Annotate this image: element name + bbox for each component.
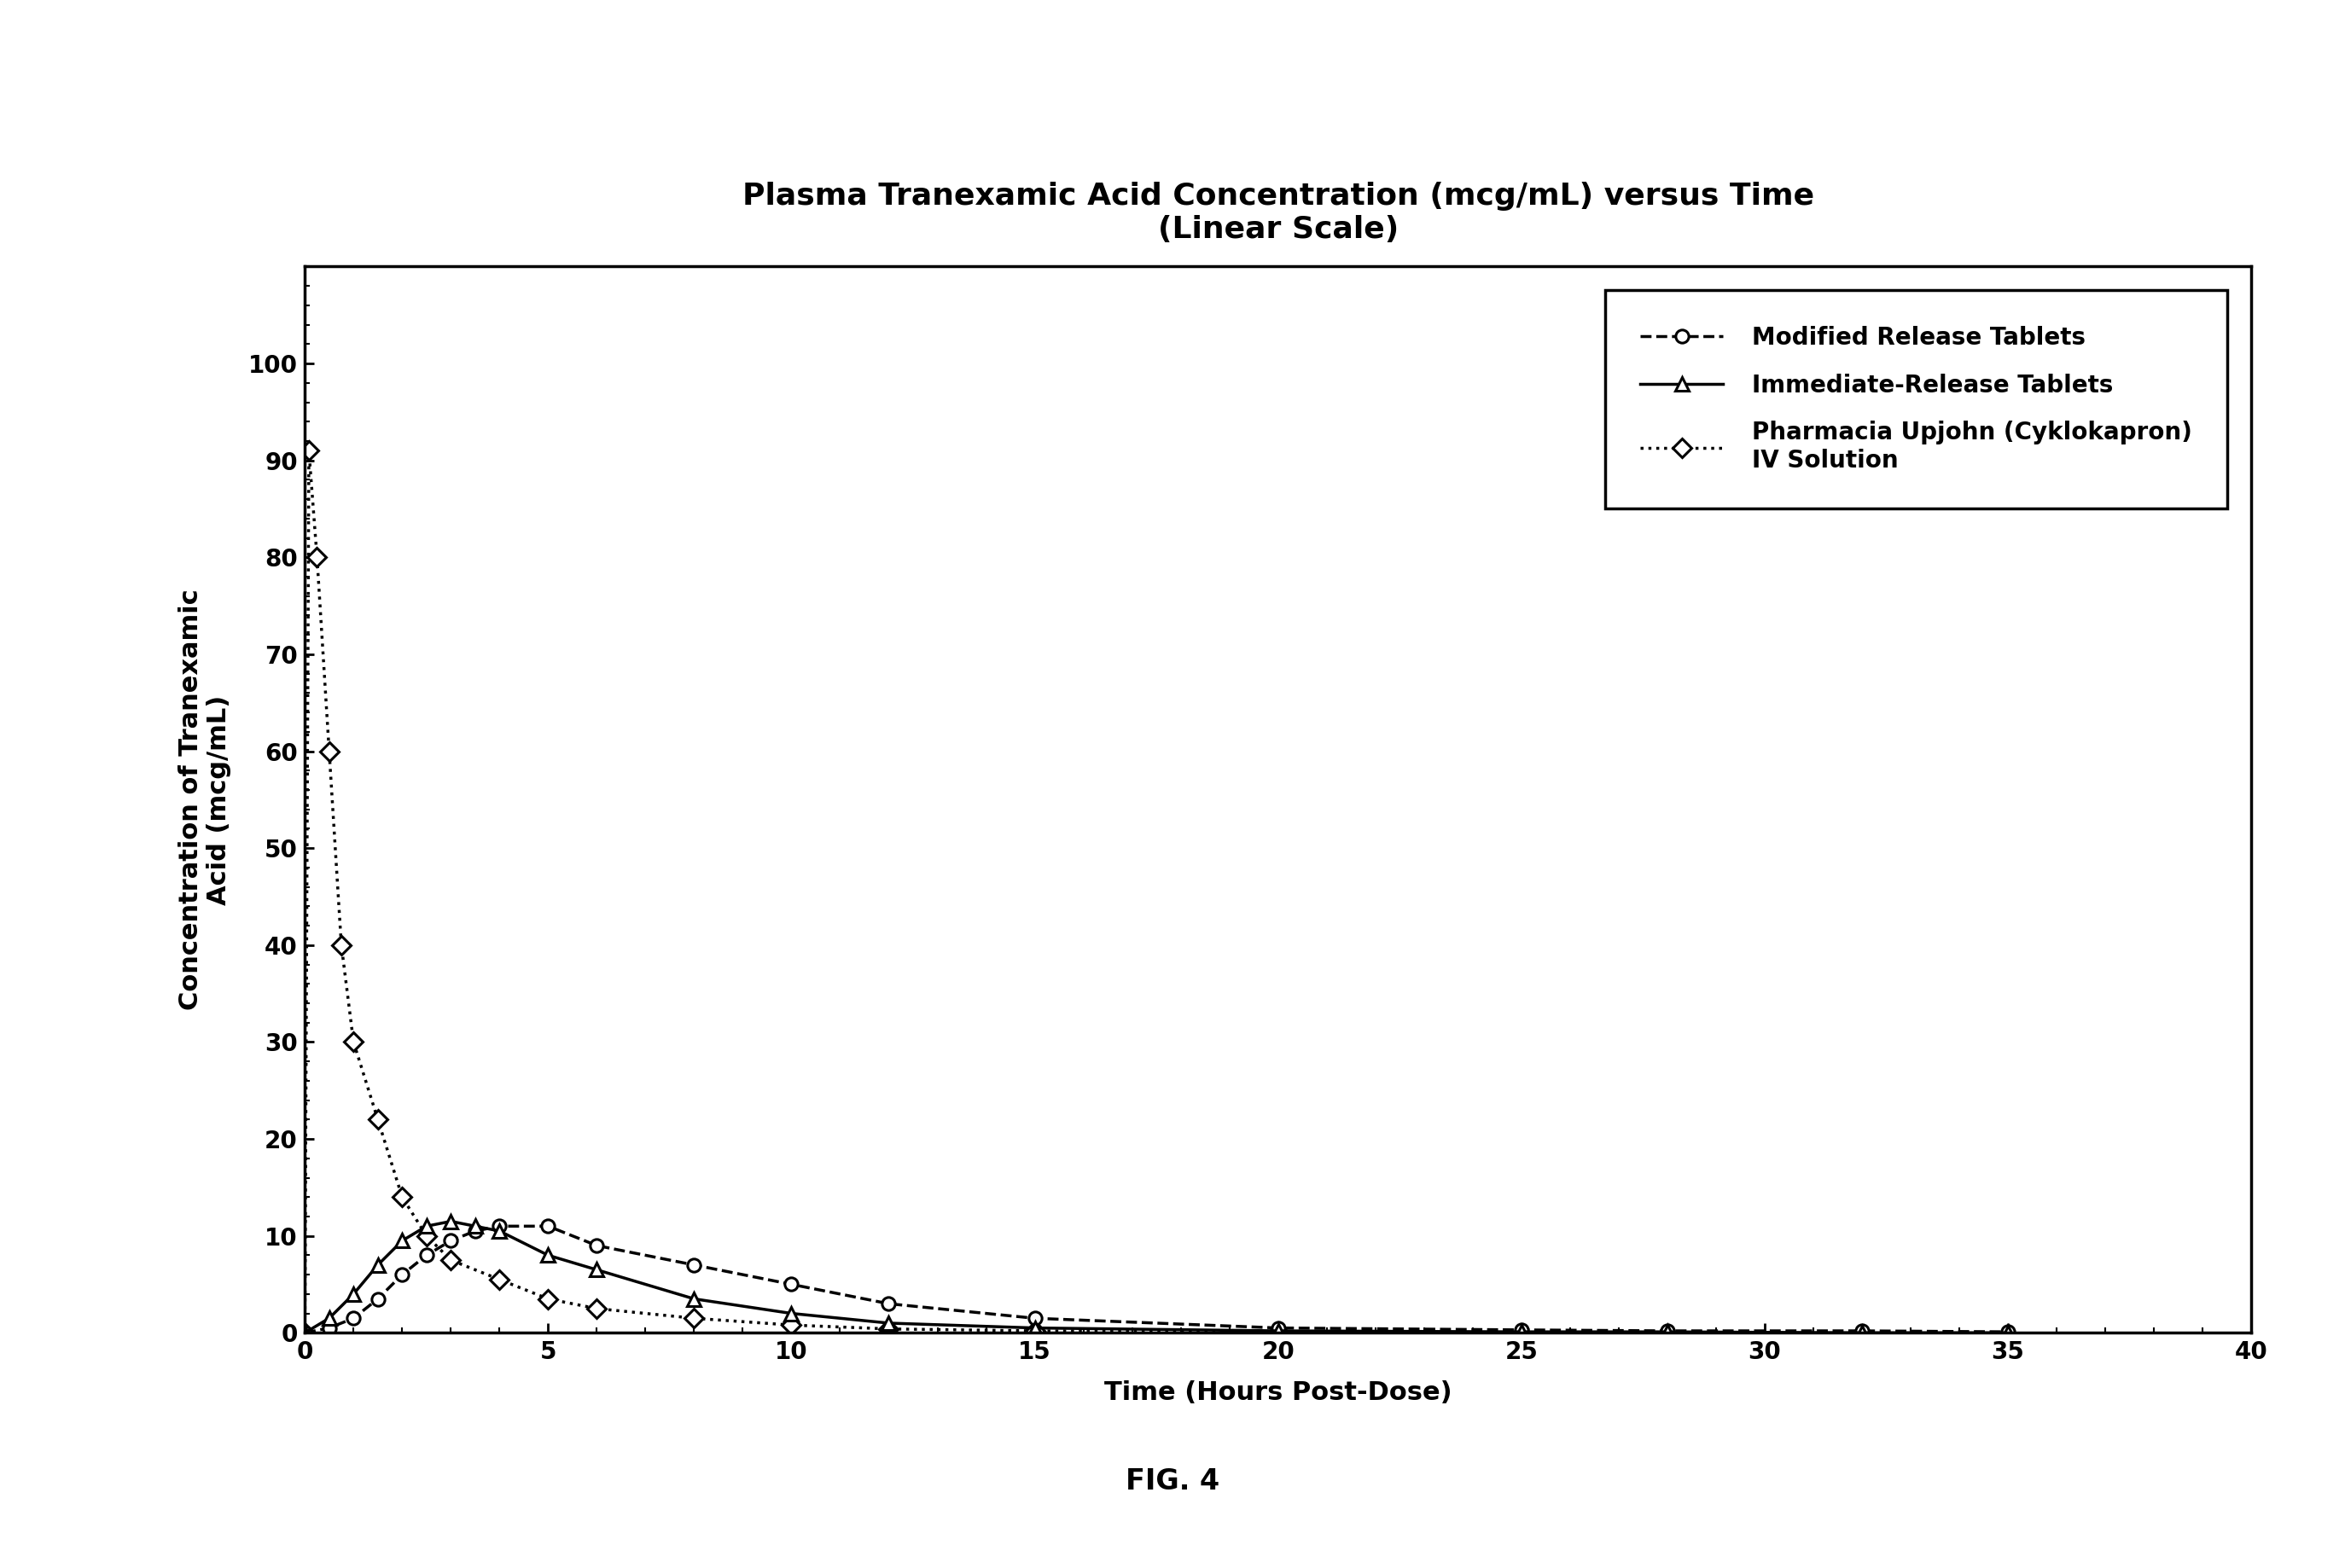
Immediate-Release Tablets [1653,1322,1681,1341]
Pharmacia Upjohn (Cyklokapron)
IV Solution [328,936,356,955]
Pharmacia Upjohn (Cyklokapron)
IV Solution [303,547,331,566]
Pharmacia Upjohn (Cyklokapron)
IV Solution [680,1309,708,1328]
Pharmacia Upjohn (Cyklokapron)
IV Solution [779,1316,807,1334]
Pharmacia Upjohn (Cyklokapron)
IV Solution [485,1270,514,1289]
Immediate-Release Tablets [535,1247,563,1265]
Pharmacia Upjohn (Cyklokapron)
IV Solution [875,1320,903,1339]
Legend: Modified Release Tablets, Immediate-Release Tablets, Pharmacia Upjohn (Cyklokapr: Modified Release Tablets, Immediate-Rele… [1604,290,2228,508]
Immediate-Release Tablets [1993,1323,2021,1342]
Modified Release Tablets [291,1323,319,1342]
Immediate-Release Tablets [363,1256,392,1275]
Line: Immediate-Release Tablets: Immediate-Release Tablets [298,1215,2014,1339]
Modified Release Tablets [314,1319,342,1338]
Pharmacia Upjohn (Cyklokapron)
IV Solution [389,1187,417,1206]
Immediate-Release Tablets [1848,1323,1876,1342]
Immediate-Release Tablets [1508,1322,1536,1341]
Modified Release Tablets [485,1217,514,1236]
Immediate-Release Tablets [340,1284,368,1303]
Pharmacia Upjohn (Cyklokapron)
IV Solution [314,742,342,760]
Pharmacia Upjohn (Cyklokapron)
IV Solution [413,1226,441,1245]
Modified Release Tablets [340,1309,368,1328]
Pharmacia Upjohn (Cyklokapron)
IV Solution [436,1251,464,1270]
X-axis label: Time (Hours Post-Dose): Time (Hours Post-Dose) [1104,1380,1452,1405]
Modified Release Tablets [1848,1322,1876,1341]
Immediate-Release Tablets [413,1217,441,1236]
Immediate-Release Tablets [314,1309,342,1328]
Pharmacia Upjohn (Cyklokapron)
IV Solution [535,1289,563,1308]
Modified Release Tablets [535,1217,563,1236]
Immediate-Release Tablets [875,1314,903,1333]
Immediate-Release Tablets [389,1231,417,1250]
Y-axis label: Concentration of Tranexamic
Acid (mcg/mL): Concentration of Tranexamic Acid (mcg/mL… [178,590,232,1010]
Modified Release Tablets [680,1256,708,1275]
Modified Release Tablets [363,1289,392,1308]
Immediate-Release Tablets [291,1323,319,1342]
Modified Release Tablets [1508,1320,1536,1339]
Immediate-Release Tablets [436,1212,464,1231]
Immediate-Release Tablets [485,1221,514,1240]
Modified Release Tablets [1993,1322,2021,1341]
Modified Release Tablets [582,1236,610,1254]
Immediate-Release Tablets [582,1261,610,1279]
Modified Release Tablets [779,1275,807,1294]
Pharmacia Upjohn (Cyklokapron)
IV Solution [340,1033,368,1052]
Title: Plasma Tranexamic Acid Concentration (mcg/mL) versus Time
(Linear Scale): Plasma Tranexamic Acid Concentration (mc… [741,182,1815,245]
Pharmacia Upjohn (Cyklokapron)
IV Solution [582,1300,610,1319]
Text: FIG. 4: FIG. 4 [1126,1468,1219,1496]
Modified Release Tablets [1020,1309,1048,1328]
Immediate-Release Tablets [462,1217,490,1236]
Immediate-Release Tablets [1264,1322,1292,1341]
Immediate-Release Tablets [1020,1319,1048,1338]
Modified Release Tablets [413,1247,441,1265]
Modified Release Tablets [875,1294,903,1312]
Modified Release Tablets [1264,1319,1292,1338]
Immediate-Release Tablets [680,1289,708,1308]
Modified Release Tablets [1653,1322,1681,1341]
Line: Modified Release Tablets: Modified Release Tablets [298,1220,2014,1339]
Line: Pharmacia Upjohn (Cyklokapron)
IV Solution: Pharmacia Upjohn (Cyklokapron) IV Soluti… [298,444,1285,1339]
Immediate-Release Tablets [779,1305,807,1323]
Pharmacia Upjohn (Cyklokapron)
IV Solution [291,1323,319,1342]
Pharmacia Upjohn (Cyklokapron)
IV Solution [295,441,324,459]
Modified Release Tablets [389,1265,417,1284]
Modified Release Tablets [436,1231,464,1250]
Modified Release Tablets [462,1221,490,1240]
Pharmacia Upjohn (Cyklokapron)
IV Solution [1264,1322,1292,1341]
Pharmacia Upjohn (Cyklokapron)
IV Solution [363,1110,392,1129]
Pharmacia Upjohn (Cyklokapron)
IV Solution [1020,1322,1048,1341]
